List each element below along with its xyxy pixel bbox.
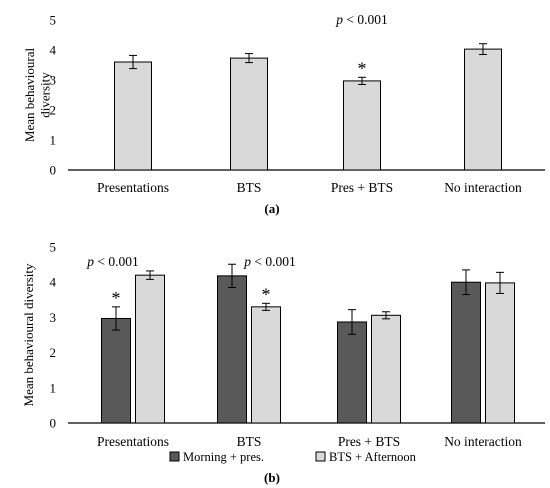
p-value-annotation: p < 0.001	[243, 254, 296, 269]
panel-label: (a)	[264, 201, 279, 216]
error-bar	[462, 269, 470, 296]
y-tick-label: 1	[50, 133, 57, 148]
bar-b-s1-c2	[371, 314, 401, 424]
y-tick-label: 1	[50, 380, 57, 395]
y-tick-label: 0	[50, 416, 57, 431]
error-bar	[245, 53, 253, 64]
legend-label: BTS + Afternoon	[329, 450, 417, 464]
bar-b-s0-c2	[337, 321, 367, 424]
bar-a-s0-c3	[464, 48, 502, 171]
error-bar	[129, 54, 137, 70]
category-label: BTS	[237, 180, 262, 195]
error-bar	[112, 306, 120, 331]
p-value-annotation: p < 0.001	[335, 12, 388, 27]
y-tick-label: 3	[50, 310, 57, 325]
legend-swatch	[169, 451, 180, 462]
bar-b-s1-c1	[251, 306, 281, 424]
y-tick-label: 5	[50, 13, 57, 28]
legend-swatch	[315, 451, 326, 462]
bar-b-s0-c1	[217, 275, 247, 424]
category-label: No interaction	[444, 180, 522, 195]
y-tick-label: 4	[50, 43, 57, 58]
error-bar	[479, 43, 487, 55]
category-label: Presentations	[97, 434, 169, 449]
significance-star: *	[112, 288, 121, 308]
significance-star: *	[358, 58, 367, 78]
y-tick-label: 3	[50, 73, 57, 88]
y-tick-label: 2	[50, 345, 57, 360]
y-tick-label: 0	[50, 163, 57, 178]
y-axis-label: Mean behavioural diversity	[21, 263, 36, 406]
error-bar	[146, 270, 154, 280]
significance-star: *	[262, 284, 271, 304]
legend: Morning + pres. BTS + Afternoon	[169, 450, 417, 464]
panel-label: (b)	[264, 470, 280, 485]
category-label: Pres + BTS	[331, 180, 393, 195]
legend-label: Morning + pres.	[183, 450, 264, 464]
error-bar	[382, 311, 390, 320]
category-label: No interaction	[444, 434, 522, 449]
bar-b-s1-c0	[135, 274, 165, 424]
bar-a-s0-c0	[114, 61, 152, 171]
category-label: Presentations	[97, 180, 169, 195]
error-bar	[358, 76, 366, 85]
bar-a-s0-c1	[230, 57, 268, 171]
category-label: Pres + BTS	[338, 434, 400, 449]
bar-a-s0-c2	[343, 80, 381, 171]
p-value-annotation: p < 0.001	[86, 254, 139, 269]
chart-panel-b: 0 1 2 3 4 5 Mean behavioural diversity Presenta…	[21, 240, 545, 485]
error-bar	[496, 271, 504, 294]
bar-b-s0-c0	[101, 317, 131, 424]
y-tick-label: 2	[50, 103, 57, 118]
y-tick-label: 5	[50, 240, 57, 255]
y-axis-label: Mean behaviouraldiversity	[22, 48, 53, 143]
category-label: BTS	[237, 434, 262, 449]
error-bar	[228, 263, 236, 288]
error-bar	[348, 309, 356, 335]
y-tick-label: 4	[50, 275, 57, 290]
bar-b-s0-c3	[451, 281, 481, 424]
bar-b-s1-c3	[485, 282, 515, 424]
chart-panel-a: 0 1 2 3 4 5 Mean behaviouraldiversity Presentat…	[22, 12, 545, 216]
error-bar	[262, 302, 270, 311]
